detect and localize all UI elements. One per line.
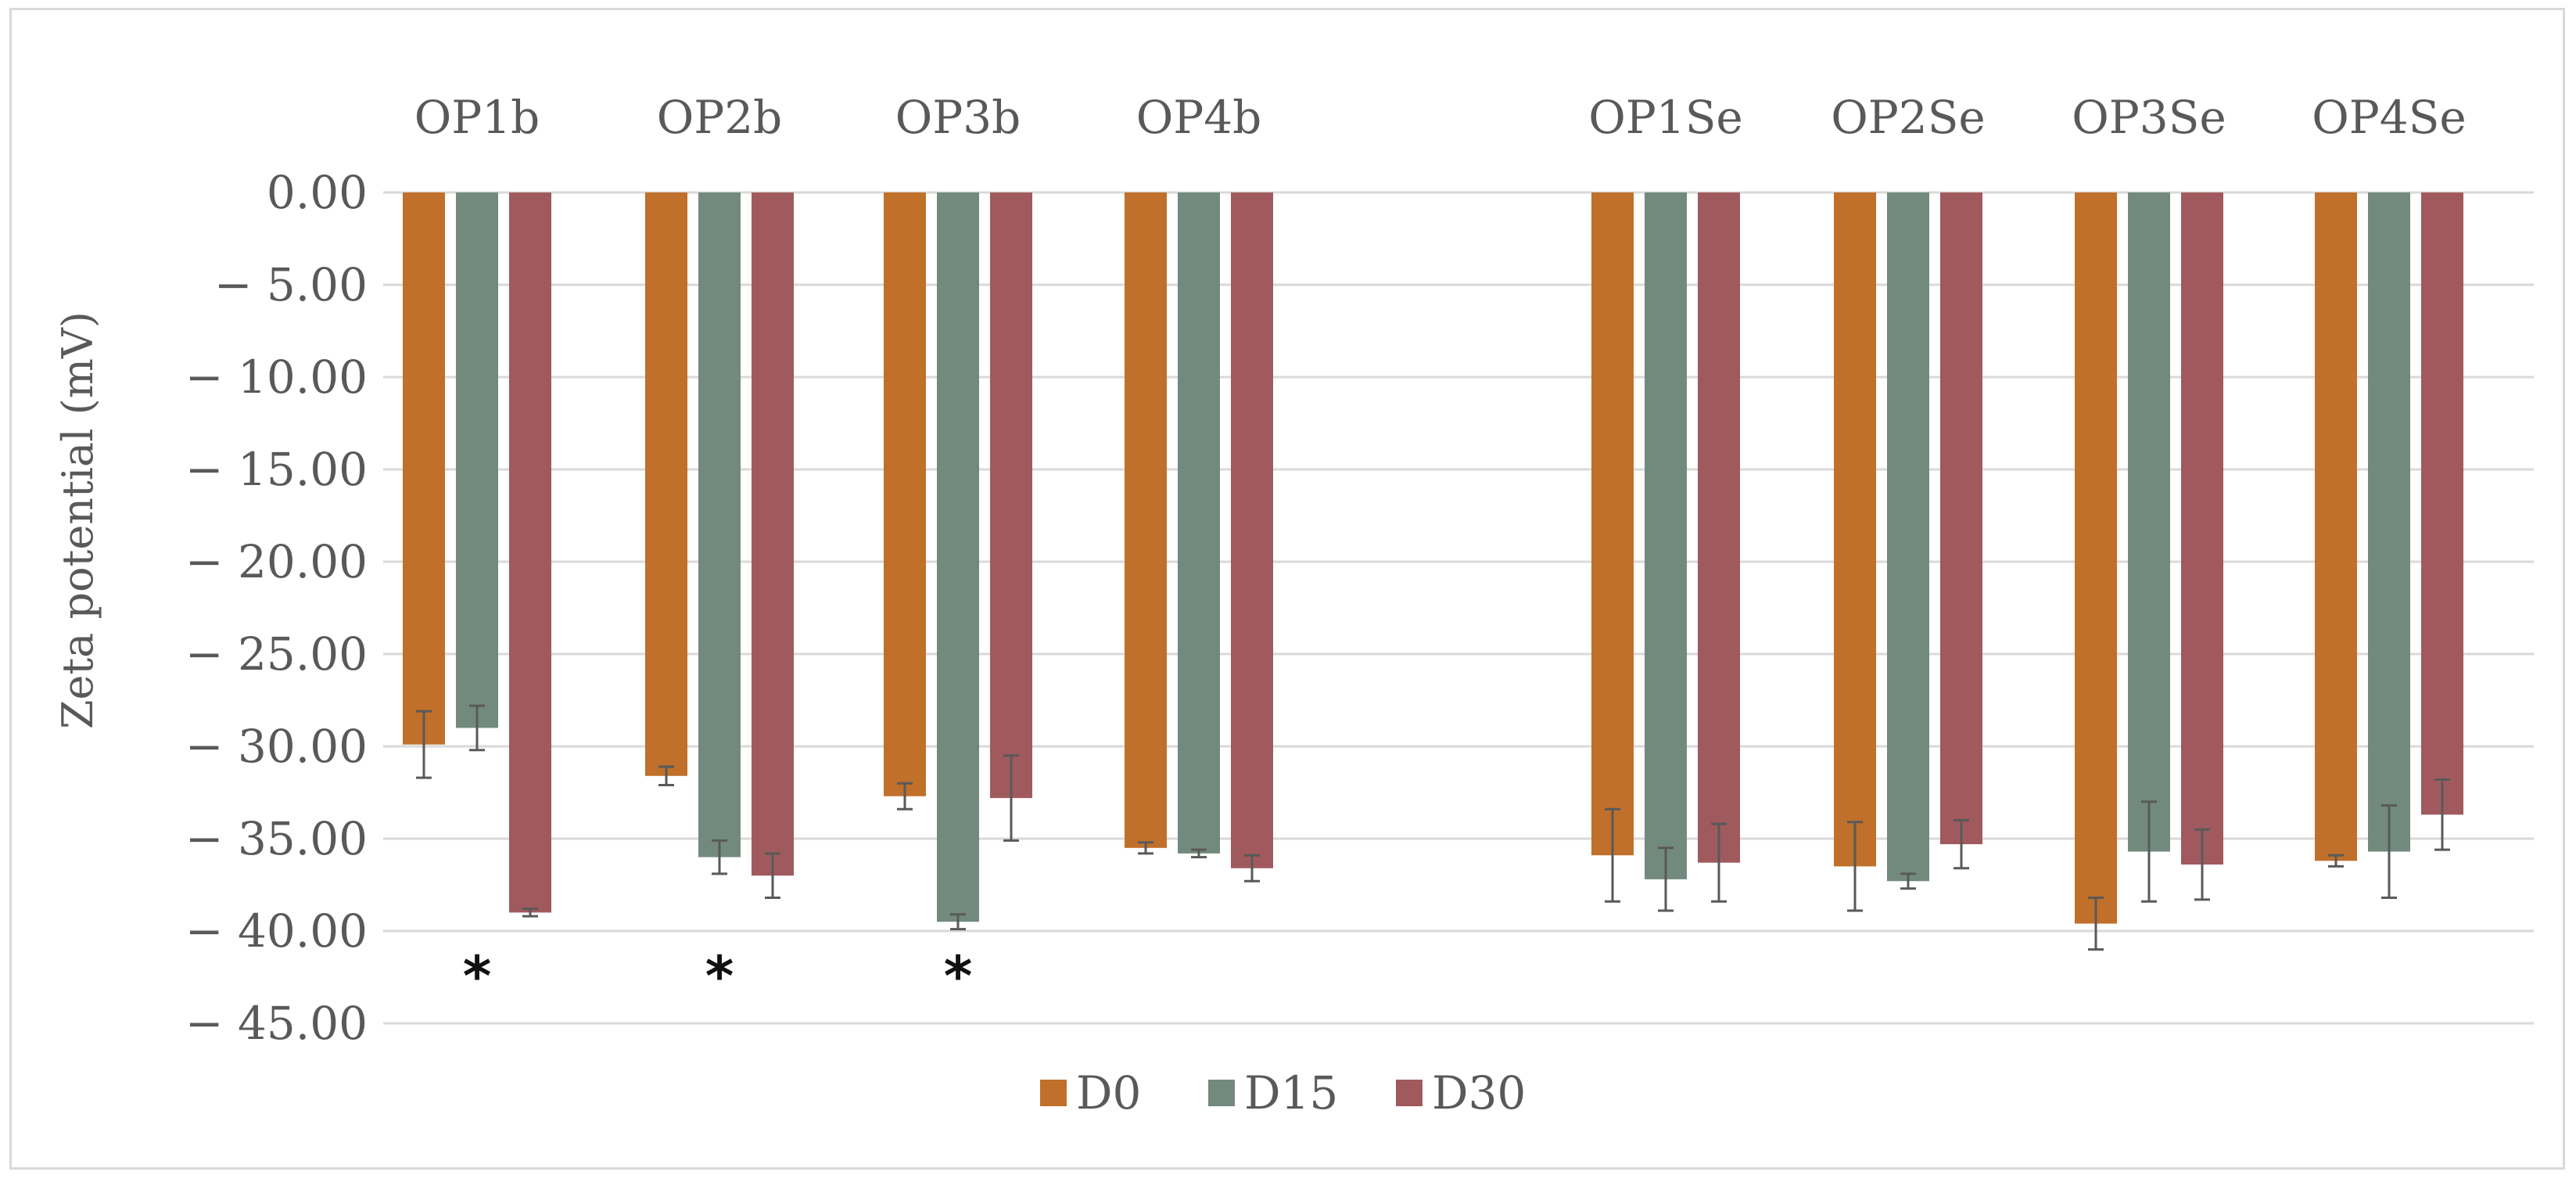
- bar-d0: [403, 192, 445, 745]
- bar-d30: [509, 192, 551, 913]
- category-label: OP1b: [414, 91, 540, 144]
- y-tick-label: − 10.00: [185, 350, 368, 404]
- bar-d0: [1591, 192, 1634, 856]
- y-tick-label: 0.00: [267, 166, 368, 219]
- bar-d0: [2075, 192, 2117, 924]
- significance-marker: *: [463, 944, 492, 1008]
- bar-d15: [456, 192, 498, 728]
- legend-swatch-d0: [1040, 1080, 1067, 1106]
- bar-d30: [2421, 192, 2463, 815]
- category-label: OP3Se: [2072, 91, 2226, 144]
- bar-d15: [698, 192, 741, 857]
- bar-d15: [1178, 192, 1220, 854]
- bar-d15: [2368, 192, 2410, 852]
- significance-marker: *: [705, 944, 734, 1008]
- legend-label-d15: D15: [1244, 1066, 1338, 1120]
- bar-d15: [2128, 192, 2170, 852]
- bar-d0: [884, 192, 926, 796]
- bar-d0: [645, 192, 687, 776]
- y-axis-title: Zeta potential (mV): [53, 311, 102, 729]
- bar-d30: [752, 192, 794, 876]
- category-label: OP1Se: [1588, 91, 1743, 144]
- y-tick-label: − 40.00: [185, 904, 368, 958]
- y-tick-label: − 35.00: [185, 812, 368, 865]
- bar-d15: [1887, 192, 1929, 882]
- bar-d30: [2181, 192, 2223, 865]
- significance-marker: *: [944, 944, 973, 1008]
- category-label: OP2Se: [1831, 91, 1986, 144]
- bar-d15: [937, 192, 979, 922]
- y-tick-label: − 15.00: [185, 443, 368, 496]
- y-tick-label: − 5.00: [214, 258, 368, 311]
- category-label: OP4Se: [2312, 91, 2467, 144]
- bar-d0: [1834, 192, 1876, 867]
- bar-d15: [1645, 192, 1687, 879]
- bar-d0: [1125, 192, 1167, 848]
- bar-d30: [1698, 192, 1740, 863]
- bar-d30: [1231, 192, 1273, 868]
- legend-label-d30: D30: [1432, 1066, 1526, 1120]
- legend-swatch-d15: [1208, 1080, 1235, 1106]
- y-tick-label: − 20.00: [185, 535, 368, 588]
- category-label: OP3b: [895, 91, 1021, 144]
- bar-d0: [2315, 192, 2357, 861]
- bar-d30: [1940, 192, 1982, 845]
- category-label: OP2b: [657, 91, 783, 144]
- legend-swatch-d30: [1396, 1080, 1423, 1106]
- y-tick-label: − 25.00: [185, 627, 368, 681]
- y-tick-label: − 45.00: [185, 997, 368, 1050]
- category-label: OP4b: [1136, 91, 1262, 144]
- y-tick-label: − 30.00: [185, 720, 368, 773]
- bar-d30: [990, 192, 1032, 799]
- legend-label-d0: D0: [1076, 1066, 1141, 1120]
